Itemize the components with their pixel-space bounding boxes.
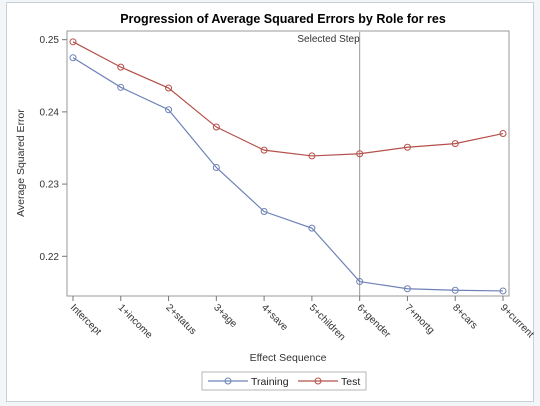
data-point-test <box>403 143 411 151</box>
y-tick-label: 0.23 <box>40 180 60 191</box>
data-point-training <box>260 208 268 216</box>
legend-marker-training <box>224 377 232 385</box>
x-tick-label: 8+cars <box>450 302 479 331</box>
chart-title: Progression of Average Squared Errors by… <box>120 12 446 26</box>
legend-label: Training <box>251 376 289 388</box>
legend <box>201 371 367 391</box>
x-tick-label: 1+income <box>116 302 155 341</box>
data-point-test <box>165 84 173 92</box>
data-point-training <box>165 106 173 114</box>
series-line-test <box>72 41 504 157</box>
y-tick-label: 0.22 <box>40 252 60 263</box>
selected-step-label: Selected Step <box>297 34 360 45</box>
legend-label: Test <box>341 376 360 388</box>
data-point-training <box>403 285 411 293</box>
series-line-training <box>72 57 504 292</box>
x-axis-label: Effect Sequence <box>250 352 327 364</box>
x-tick-label: 6+gender <box>355 302 393 340</box>
x-tick-label: 4+save <box>259 302 290 333</box>
data-point-test <box>212 123 220 131</box>
data-point-test <box>117 63 125 71</box>
y-tick-label: 0.24 <box>40 107 60 118</box>
y-axis-label: Average Squared Error <box>15 109 27 217</box>
y-tick-label: 0.25 <box>40 35 60 46</box>
data-point-training <box>117 83 125 91</box>
x-tick-label: 2+status <box>163 302 198 337</box>
data-point-test <box>451 140 459 148</box>
data-point-training <box>212 163 220 171</box>
data-point-test <box>499 130 507 138</box>
chart-frame <box>6 2 534 402</box>
plot-area <box>66 30 510 297</box>
legend-marker-test <box>314 377 322 385</box>
x-tick-label: 9+current <box>498 302 536 340</box>
data-point-test <box>69 38 77 46</box>
data-point-training <box>356 278 364 286</box>
data-point-test <box>308 152 316 160</box>
x-tick-label: 7+mortg <box>402 302 436 336</box>
data-point-training <box>499 287 507 295</box>
x-tick-label: Intercept <box>68 302 103 337</box>
x-tick-label: 3+age <box>211 302 239 330</box>
data-point-training <box>308 224 316 232</box>
data-point-training <box>451 286 459 294</box>
x-tick-label: 5+children <box>307 302 348 343</box>
data-point-training <box>69 54 77 62</box>
data-point-test <box>356 150 364 158</box>
data-point-test <box>260 146 268 154</box>
